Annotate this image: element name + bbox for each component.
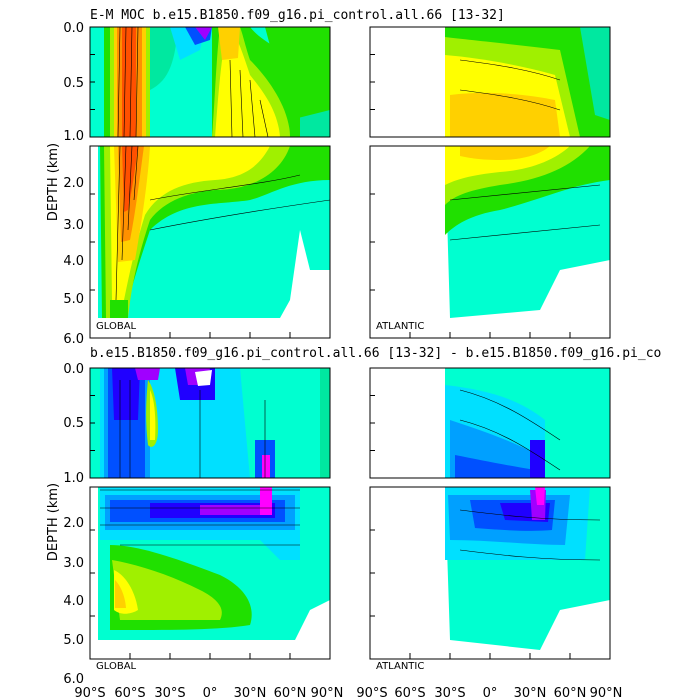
- global-diff-lower-fill: [90, 487, 330, 659]
- global-diff-upper-fill: [90, 368, 330, 478]
- x-tick-label: 90°S: [74, 686, 105, 700]
- atlantic-full-lower-fill: [370, 146, 610, 338]
- y-tick-label: 0.0: [63, 362, 84, 377]
- x-tick-label: 0°: [203, 686, 218, 700]
- x-tick-label: 60°S: [114, 686, 145, 700]
- y-tick-label: 3.0: [63, 556, 84, 571]
- y-tick-label: 4.0: [63, 254, 84, 269]
- contour-lines: [100, 27, 601, 561]
- x-tick-labels-right: 90°S 60°S 30°S 0° 30°N 60°N 90°N: [356, 686, 622, 700]
- y-tick-label: 5.0: [63, 292, 84, 307]
- figure-title-top: E-M MOC b.e15.B1850.f09_g16.pi_control.a…: [90, 8, 505, 23]
- y-tick-label: 0.5: [63, 416, 84, 431]
- region-label-atlantic-full: ATLANTIC: [376, 321, 424, 332]
- y-tick-label: 5.0: [63, 633, 84, 648]
- y-tick-label: 1.0: [63, 471, 84, 486]
- global-full-upper-fill: [90, 27, 330, 137]
- figure-title-bottom: b.e15.B1850.f09_g16.pi_control.all.66 [1…: [90, 346, 661, 361]
- atlantic-diff-upper-fill: [370, 368, 610, 478]
- x-tick-labels-left: 90°S 60°S 30°S 0° 30°N 60°N 90°N: [74, 686, 343, 700]
- x-tick-label: 60°N: [554, 686, 587, 700]
- y-tick-label: 6.0: [63, 332, 84, 347]
- y-tick-label: 1.0: [63, 129, 84, 144]
- x-tick-label: 30°S: [434, 686, 465, 700]
- y-axis-label-bottom: DEPTH (km): [46, 483, 61, 561]
- atlantic-full-upper-fill: [370, 27, 610, 137]
- x-tick-label: 30°S: [154, 686, 185, 700]
- y-tick-labels-diff: 0.0 0.5 1.0 2.0 3.0 4.0 5.0 6.0: [63, 362, 84, 687]
- panel-atlantic-diff: ATLANTIC: [369, 367, 611, 672]
- y-tick-label: 2.0: [63, 176, 84, 191]
- y-tick-labels-full: 0.0 0.5 1.0 2.0 3.0 4.0 5.0 6.0: [63, 21, 84, 347]
- axis-ticks: [89, 54, 611, 659]
- x-tick-label: 60°S: [394, 686, 425, 700]
- panel-global-diff: GLOBAL: [89, 367, 331, 672]
- region-label-global-full: GLOBAL: [96, 321, 137, 332]
- x-tick-label: 90°N: [590, 686, 623, 700]
- y-tick-label: 6.0: [63, 672, 84, 687]
- y-tick-label: 4.0: [63, 594, 84, 609]
- x-tick-label: 0°: [483, 686, 498, 700]
- global-full-lower-fill: [90, 146, 330, 338]
- panel-global-full: GLOBAL: [89, 26, 331, 339]
- x-tick-label: 30°N: [514, 686, 547, 700]
- region-label-atlantic-diff: ATLANTIC: [376, 661, 424, 672]
- x-tick-label: 90°S: [356, 686, 387, 700]
- y-axis-label-top: DEPTH (km): [46, 143, 61, 221]
- y-tick-label: 0.0: [63, 21, 84, 36]
- x-tick-label: 90°N: [311, 686, 344, 700]
- y-tick-label: 0.5: [63, 76, 84, 91]
- x-tick-label: 60°N: [274, 686, 307, 700]
- atlantic-diff-lower-fill: [370, 487, 610, 659]
- y-tick-label: 3.0: [63, 218, 84, 233]
- panel-atlantic-full: ATLANTIC: [369, 26, 611, 339]
- y-tick-label: 2.0: [63, 516, 84, 531]
- x-tick-label: 30°N: [234, 686, 267, 700]
- region-label-global-diff: GLOBAL: [96, 661, 137, 672]
